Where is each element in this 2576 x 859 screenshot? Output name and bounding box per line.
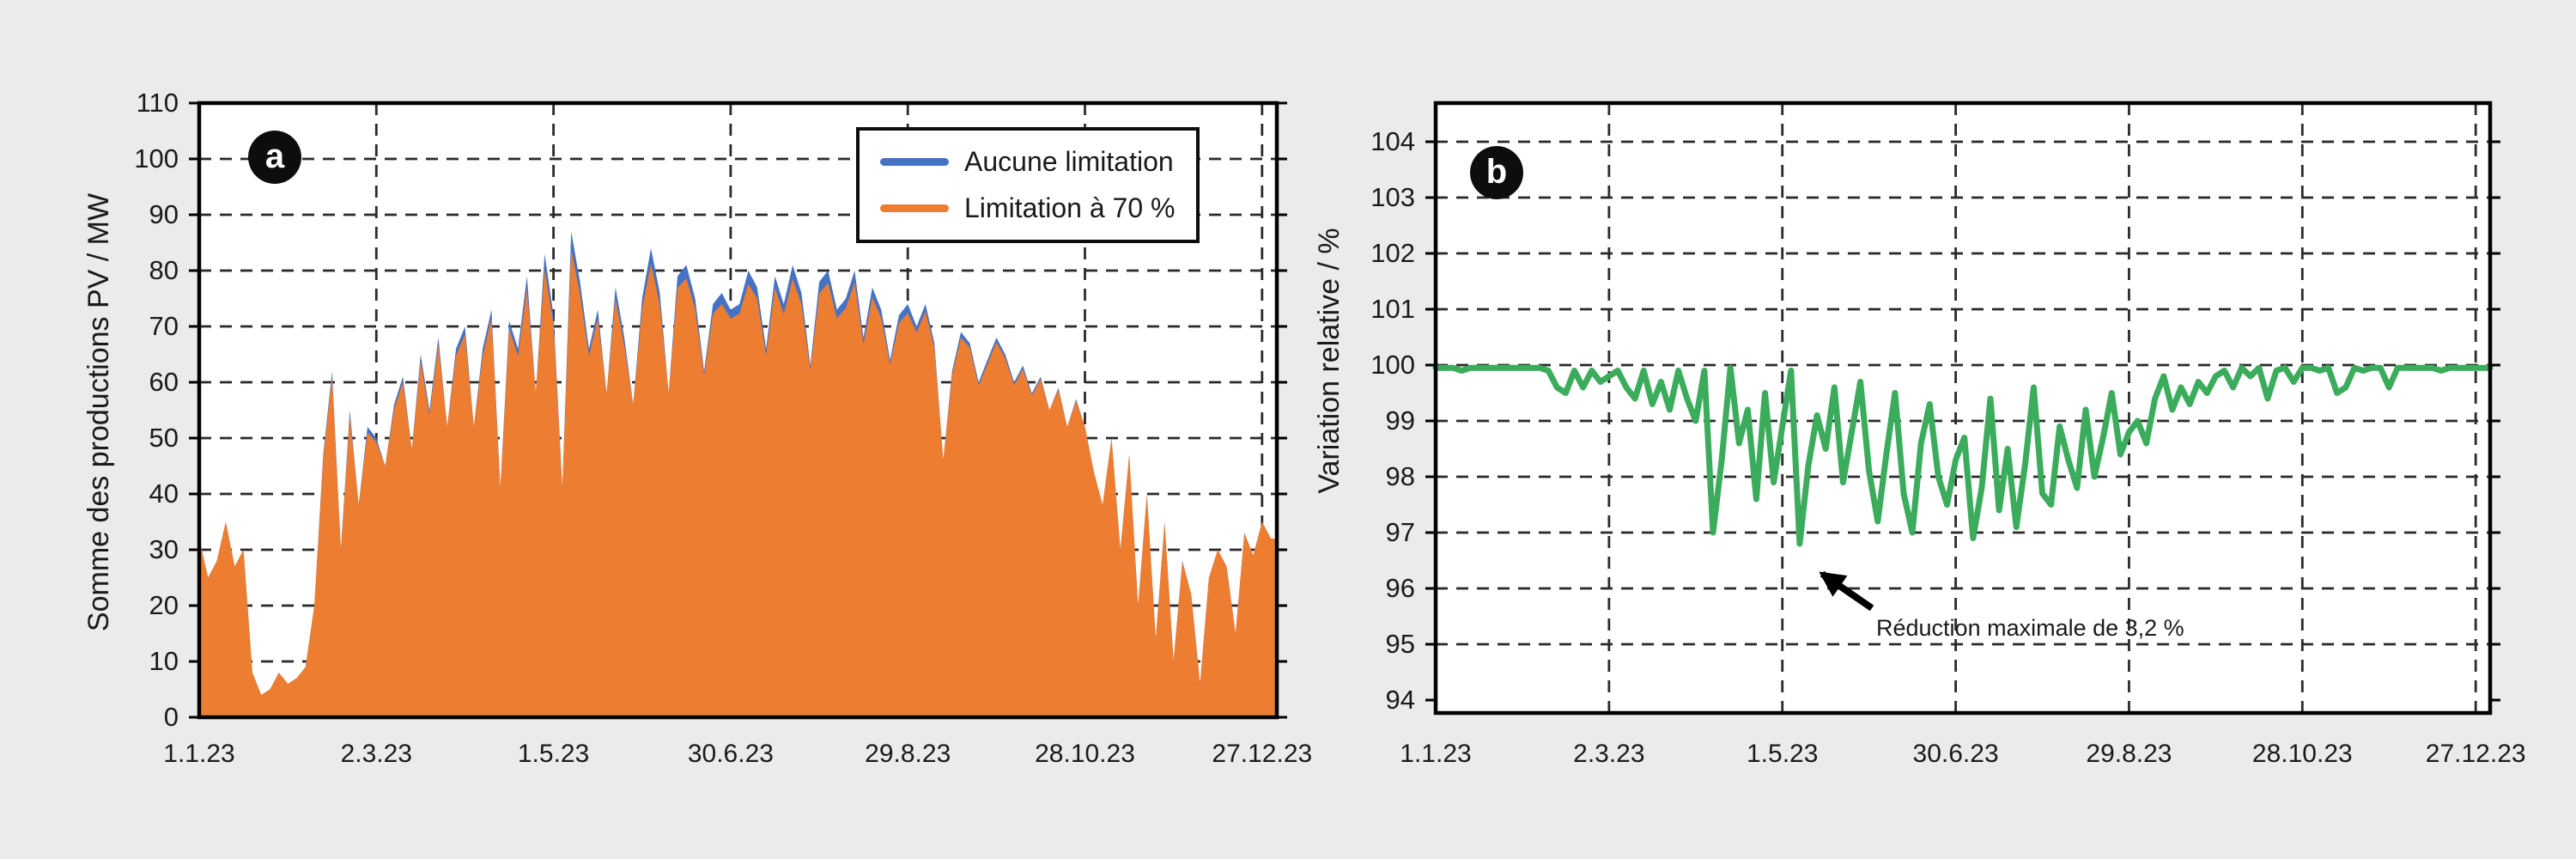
y-tick-label: 103	[1370, 182, 1415, 212]
x-tick-label: 30.6.23	[1912, 740, 1999, 768]
y-tick-label: 40	[149, 478, 179, 509]
x-tick-label: 2.3.23	[340, 740, 412, 768]
y-tick-label: 60	[149, 367, 179, 397]
x-tick-label: 27.12.23	[2425, 740, 2526, 768]
y-tick-label: 110	[136, 88, 179, 118]
legend-label: Aucune limitation	[964, 146, 1174, 177]
legend-label: Limitation à 70 %	[964, 192, 1176, 223]
y-tick-label: 102	[1370, 238, 1415, 268]
x-tick-label: 29.8.23	[865, 740, 951, 768]
legend-item: Aucune limitation	[880, 144, 1196, 180]
y-tick-label: 101	[1370, 294, 1415, 324]
y-tick-label: 97	[1385, 517, 1415, 547]
y-tick-label: 100	[134, 143, 179, 174]
y-tick-label: 50	[149, 423, 179, 453]
panel-b-graphics	[1425, 101, 2500, 716]
y-tick-label: 100	[1370, 350, 1415, 380]
y-tick-label: 104	[1370, 126, 1415, 156]
y-tick-label: 90	[149, 199, 179, 229]
y-tick-label: 10	[149, 646, 179, 676]
y-tick-label: 98	[1385, 461, 1415, 491]
plot-border	[197, 101, 1279, 720]
y-tick-label: 0	[163, 702, 179, 732]
x-tick-label: 30.6.23	[687, 740, 774, 768]
y-tick-label: 96	[1385, 573, 1415, 603]
x-tick-label: 1.1.23	[163, 740, 235, 768]
panel-b-badge: b	[1470, 146, 1523, 199]
x-tick-label: 1.1.23	[1400, 740, 1472, 768]
panel-a-y-axis-label: Somme des productions PV / MW	[82, 192, 115, 632]
x-tick-label: 27.12.23	[1212, 740, 1313, 768]
legend-swatch-orange	[880, 204, 949, 212]
y-tick-label: 20	[149, 590, 179, 620]
y-tick-label: 70	[149, 311, 179, 341]
x-tick-label: 1.5.23	[517, 740, 590, 768]
x-tick-label: 1.5.23	[1747, 740, 1819, 768]
series-line-variation-relative	[1432, 364, 2494, 547]
plot-border	[1433, 101, 2493, 716]
annotation-reduction-max: Réduction maximale de 3,2 %	[1876, 615, 2184, 641]
y-tick-label: 95	[1385, 629, 1415, 659]
y-tick-label: 30	[149, 534, 179, 564]
y-tick-label: 80	[149, 255, 179, 285]
x-tick-label: 29.8.23	[2086, 740, 2172, 768]
x-tick-label: 28.10.23	[1035, 740, 1135, 768]
annotation-arrow-icon	[1819, 570, 1874, 612]
panel-a-badge: a	[248, 131, 301, 184]
x-tick-label: 2.3.23	[1573, 740, 1645, 768]
y-tick-label: 94	[1385, 685, 1415, 715]
series-area-limitation-70-	[199, 248, 1277, 718]
legend: Aucune limitation Limitation à 70 %	[856, 127, 1200, 243]
legend-swatch-blue	[880, 158, 949, 166]
y-tick-label: 99	[1385, 405, 1415, 436]
legend-item: Limitation à 70 %	[880, 191, 1196, 227]
x-tick-label: 28.10.23	[2251, 740, 2353, 768]
